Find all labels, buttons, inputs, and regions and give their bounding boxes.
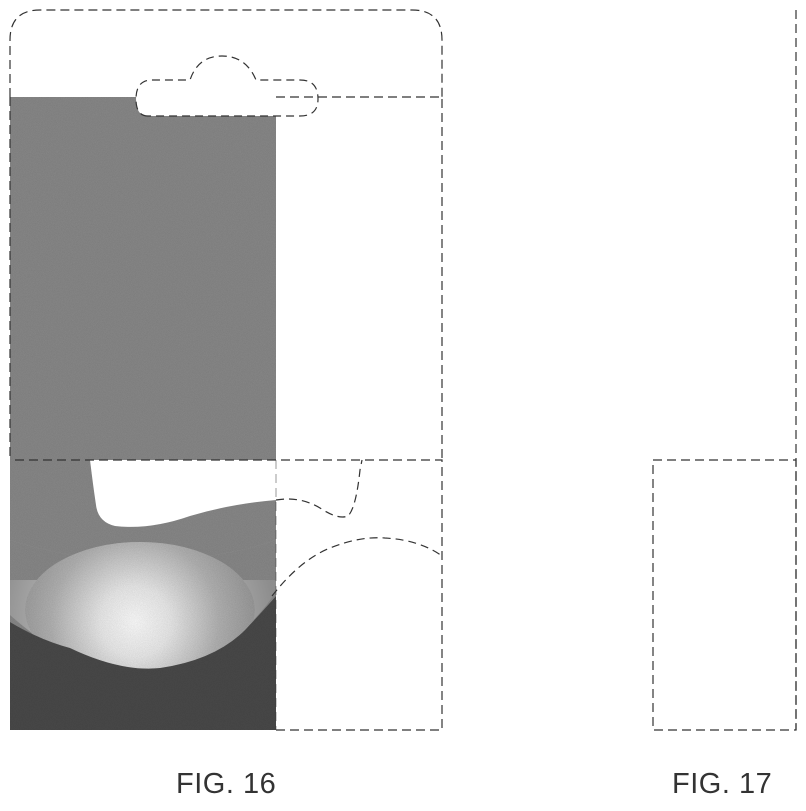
upper-gray-panel	[10, 97, 276, 460]
figure-16-caption: FIG. 16	[176, 768, 276, 801]
hang-hole-outline	[136, 56, 318, 116]
figure-16-drawing	[10, 10, 442, 730]
upper-right-panel-outline	[276, 97, 442, 460]
figure-17-drawing	[653, 10, 796, 730]
curved-fold-outline	[272, 538, 442, 596]
figure-17-caption: FIG. 17	[672, 768, 772, 801]
window-flap-outline	[276, 460, 362, 517]
fig17-panel-outline	[653, 460, 796, 730]
